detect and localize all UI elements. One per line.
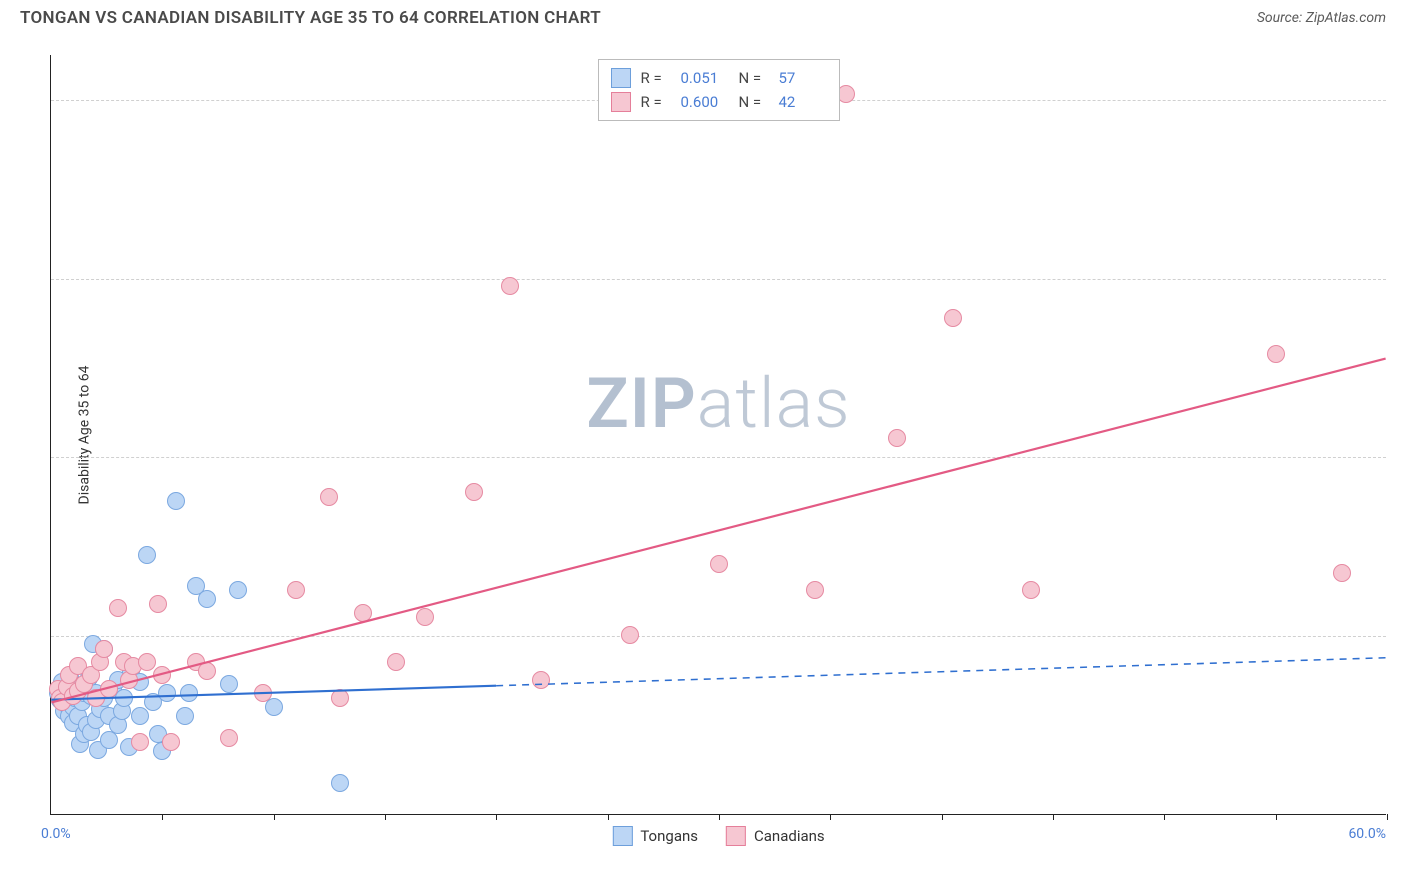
data-point <box>416 608 434 626</box>
data-point <box>944 309 962 327</box>
x-tick <box>385 814 386 820</box>
x-tick <box>1387 814 1388 820</box>
data-point <box>198 662 216 680</box>
data-point <box>220 675 238 693</box>
data-point <box>220 729 238 747</box>
chart-source: Source: ZipAtlas.com <box>1257 10 1386 26</box>
legend-item: Canadians <box>726 826 825 846</box>
data-point <box>387 653 405 671</box>
legend-r-value: 0.051 <box>681 66 729 90</box>
legend-swatch-icon <box>726 826 746 846</box>
data-point <box>254 684 272 702</box>
legend-swatch-icon <box>611 68 631 88</box>
data-point <box>621 626 639 644</box>
data-point <box>131 707 149 725</box>
data-point <box>320 488 338 506</box>
legend-n-label: N = <box>739 90 769 114</box>
x-tick <box>162 814 163 820</box>
gridline <box>51 279 1386 280</box>
trend-lines <box>51 55 1386 814</box>
data-point <box>109 599 127 617</box>
data-point <box>180 684 198 702</box>
data-point <box>138 653 156 671</box>
series-legend: Tongans Canadians <box>612 826 824 846</box>
x-tick <box>274 814 275 820</box>
data-point <box>176 707 194 725</box>
x-tick <box>1053 814 1054 820</box>
watermark: ZIPatlas <box>586 363 850 445</box>
data-point <box>95 640 113 658</box>
legend-item: Tongans <box>612 826 698 846</box>
x-tick <box>1276 814 1277 820</box>
data-point <box>501 277 519 295</box>
data-point <box>153 666 171 684</box>
data-point <box>710 555 728 573</box>
data-point <box>198 590 216 608</box>
data-point <box>532 671 550 689</box>
legend-swatch-icon <box>611 92 631 112</box>
data-point <box>158 684 176 702</box>
legend-label: Canadians <box>754 827 825 845</box>
data-point <box>888 429 906 447</box>
legend-n-value: 42 <box>779 90 827 114</box>
gridline <box>51 457 1386 458</box>
data-point <box>465 483 483 501</box>
data-point <box>1022 581 1040 599</box>
y-axis-title: Disability Age 35 to 64 <box>76 365 92 504</box>
legend-n-value: 57 <box>779 66 827 90</box>
data-point <box>331 774 349 792</box>
data-point <box>1267 345 1285 363</box>
data-point <box>149 595 167 613</box>
legend-r-label: R = <box>641 66 671 90</box>
x-tick <box>942 814 943 820</box>
data-point <box>100 680 118 698</box>
data-point <box>162 733 180 751</box>
correlation-legend: R = 0.051 N = 57 R = 0.600 N = 42 <box>598 59 840 121</box>
data-point <box>131 733 149 751</box>
x-tick <box>1164 814 1165 820</box>
data-point <box>806 581 824 599</box>
data-point <box>331 689 349 707</box>
chart-title: TONGAN VS CANADIAN DISABILITY AGE 35 TO … <box>20 8 601 28</box>
legend-row: R = 0.051 N = 57 <box>611 66 827 90</box>
legend-label: Tongans <box>640 827 698 845</box>
data-point <box>115 689 133 707</box>
data-point <box>1333 564 1351 582</box>
x-tick <box>719 814 720 820</box>
legend-n-label: N = <box>739 66 769 90</box>
data-point <box>100 731 118 749</box>
data-point <box>354 604 372 622</box>
legend-swatch-icon <box>612 826 632 846</box>
x-axis-min-label: 0.0% <box>41 826 71 842</box>
x-tick <box>830 814 831 820</box>
x-tick <box>496 814 497 820</box>
data-point <box>167 492 185 510</box>
x-tick <box>608 814 609 820</box>
data-point <box>229 581 247 599</box>
chart-header: TONGAN VS CANADIAN DISABILITY AGE 35 TO … <box>0 0 1406 32</box>
data-point <box>837 85 855 103</box>
legend-row: R = 0.600 N = 42 <box>611 90 827 114</box>
chart-plot-area: ZIPatlas Disability Age 35 to 64 20.0%40… <box>50 55 1386 815</box>
legend-r-value: 0.600 <box>681 90 729 114</box>
data-point <box>138 546 156 564</box>
data-point <box>287 581 305 599</box>
gridline <box>51 636 1386 637</box>
x-axis-max-label: 60.0% <box>1348 826 1386 842</box>
legend-r-label: R = <box>641 90 671 114</box>
